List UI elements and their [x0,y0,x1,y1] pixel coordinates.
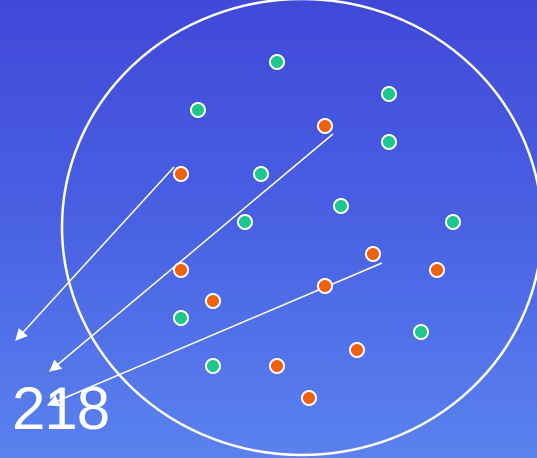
orange-dot [317,118,333,134]
orange-dot [301,390,317,406]
orange-dots [173,118,445,406]
teal-dot [413,324,429,340]
teal-dot [237,214,253,230]
arrow-1 [15,166,175,341]
orange-dot [317,278,333,294]
orange-dot [173,166,189,182]
page-number: 218 [12,375,110,442]
set-boundary-circle [60,0,537,457]
orange-dot [173,262,189,278]
teal-dot [190,102,206,118]
orange-dot [269,358,285,374]
arrow-2 [49,133,334,372]
teal-dot [173,310,189,326]
teal-dots [173,54,461,374]
teal-dot [381,86,397,102]
orange-dot [349,342,365,358]
orange-dot [429,262,445,278]
orange-dot [205,293,221,309]
teal-dot [269,54,285,70]
teal-dot [333,198,349,214]
teal-dot [253,166,269,182]
teal-dot [205,358,221,374]
teal-dot [381,134,397,150]
orange-dot [365,246,381,262]
teal-dot [445,214,461,230]
